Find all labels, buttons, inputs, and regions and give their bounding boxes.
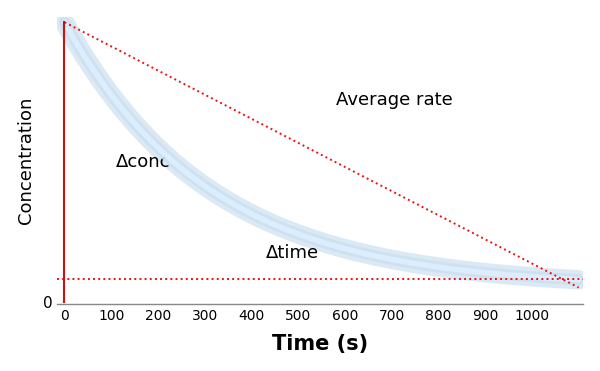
Text: Δconc: Δconc xyxy=(116,153,170,171)
X-axis label: Time (s): Time (s) xyxy=(272,334,368,354)
Text: Average rate: Average rate xyxy=(335,92,452,109)
Y-axis label: Concentration: Concentration xyxy=(17,97,35,224)
Text: Δtime: Δtime xyxy=(265,244,319,262)
